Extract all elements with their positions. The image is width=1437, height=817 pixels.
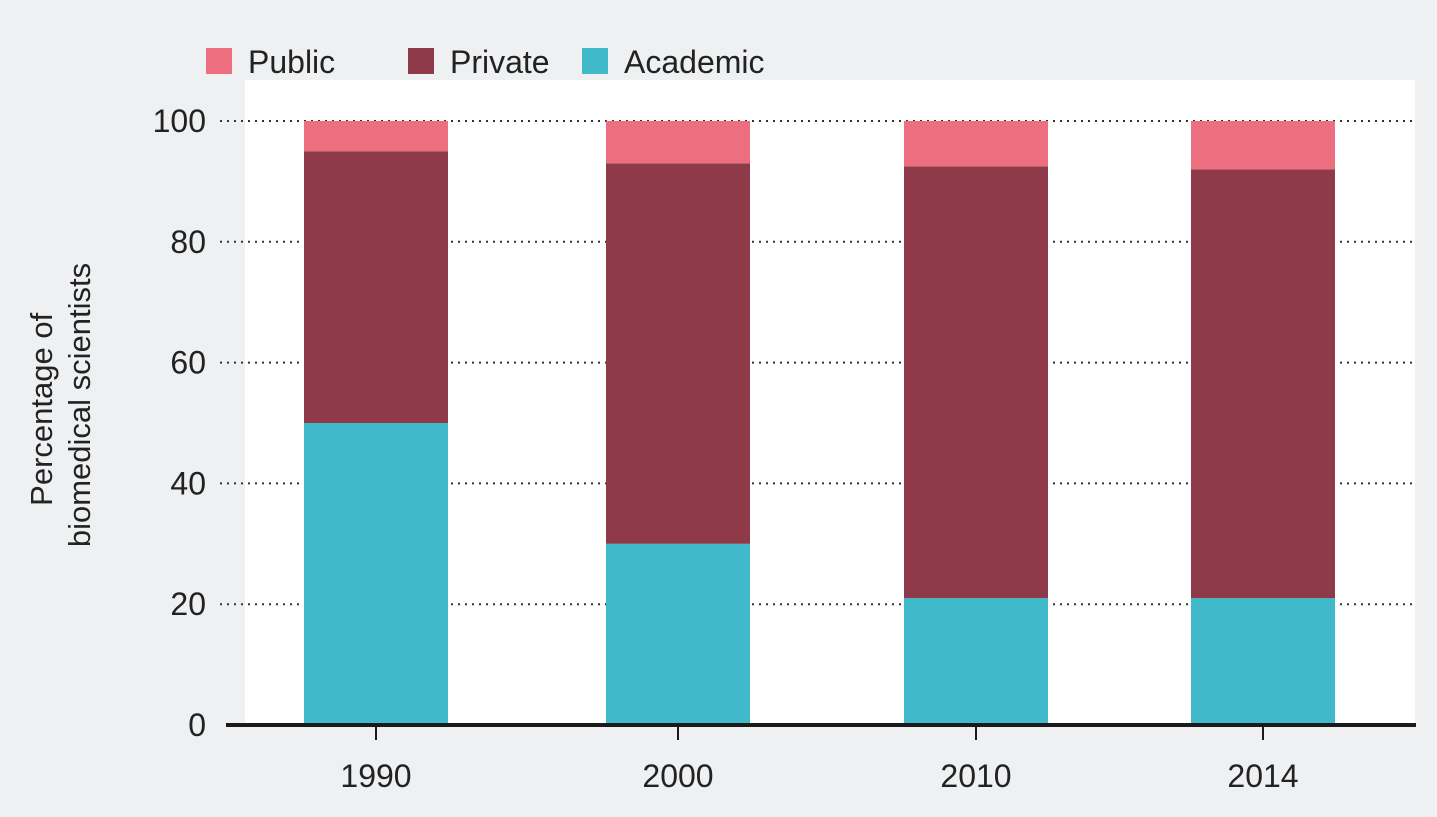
bar-public-2000 <box>606 121 750 164</box>
y-tick-label: 0 <box>188 707 206 743</box>
y-tick-label: 60 <box>170 345 206 381</box>
legend-swatch-private <box>408 48 434 74</box>
y-tick-label: 40 <box>170 465 206 501</box>
bar-public-2010 <box>904 121 1048 167</box>
y-axis-title-line-1: Percentage of <box>24 312 59 505</box>
bar-private-1990 <box>304 151 448 423</box>
x-tick-label: 2014 <box>1227 758 1298 794</box>
bar-public-2014 <box>1191 121 1335 170</box>
bars <box>304 121 1335 725</box>
y-tick-label: 20 <box>170 586 206 622</box>
bar-academic-1990 <box>304 423 448 725</box>
y-axis-title: Percentage of biomedical scientists <box>24 263 97 547</box>
legend: Public Private Academic <box>206 44 765 80</box>
x-tick-label: 1990 <box>340 758 411 794</box>
x-tick-label: 2000 <box>642 758 713 794</box>
x-tick-label: 2010 <box>940 758 1011 794</box>
bar-academic-2010 <box>904 598 1048 725</box>
y-tick-label: 80 <box>170 224 206 260</box>
y-tick-labels: 0 20 40 60 80 100 <box>153 103 206 743</box>
bar-private-2014 <box>1191 169 1335 599</box>
bar-academic-2000 <box>606 543 750 725</box>
y-axis-title-line-2: biomedical scientists <box>62 263 97 547</box>
bar-private-2010 <box>904 166 1048 599</box>
bar-public-1990 <box>304 121 448 152</box>
bar-academic-2014 <box>1191 598 1335 725</box>
legend-swatch-public <box>206 48 232 74</box>
y-tick-label: 100 <box>153 103 206 139</box>
legend-label-public: Public <box>248 44 335 80</box>
legend-swatch-academic <box>582 48 608 74</box>
legend-label-academic: Academic <box>624 44 765 80</box>
bar-private-2000 <box>606 163 750 544</box>
x-tick-labels: 1990 2000 2010 2014 <box>340 725 1299 794</box>
legend-label-private: Private <box>450 44 550 80</box>
